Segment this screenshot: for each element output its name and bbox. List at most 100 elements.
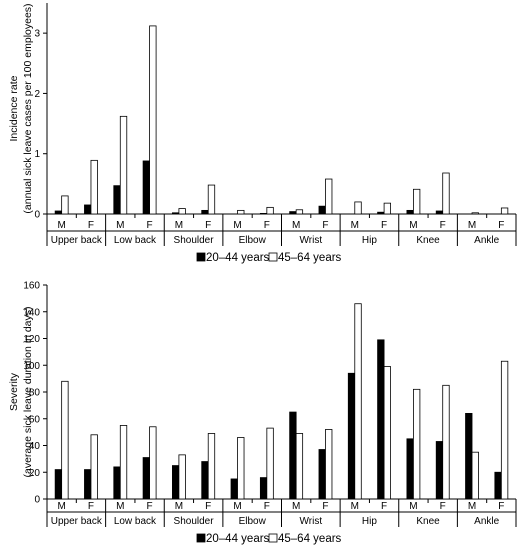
- x-sex-label: M: [409, 501, 417, 512]
- bar-age-45-64: [500, 207, 509, 215]
- bar-age-45-64: [354, 201, 362, 215]
- bar-age-20-44: [259, 212, 268, 215]
- y-tick-label: 0: [34, 210, 40, 221]
- bar-age-45-64: [325, 429, 333, 500]
- bar-age-20-44: [318, 449, 326, 500]
- y-tick-label: 80: [29, 388, 41, 399]
- chart-panel-2: [43, 284, 517, 543]
- x-group-label: Wrist: [300, 516, 323, 527]
- x-group-label: Knee: [416, 235, 440, 246]
- bar-age-20-44: [172, 212, 180, 215]
- bar-age-20-44: [54, 469, 63, 500]
- bar-age-45-64: [295, 433, 304, 500]
- x-group-label: Low back: [114, 235, 157, 246]
- x-sex-label: F: [88, 220, 94, 231]
- x-sex-label: F: [498, 501, 504, 512]
- x-sex-label: F: [205, 501, 211, 512]
- chart-panel-1: [43, 3, 517, 262]
- y-tick-label: 60: [29, 414, 41, 425]
- x-sex-label: M: [292, 501, 300, 512]
- bar-age-45-64: [471, 451, 479, 500]
- bar-age-20-44: [377, 339, 385, 500]
- bar-age-45-64: [266, 206, 274, 215]
- y-tick-label: 120: [23, 334, 40, 345]
- bar-age-20-44: [318, 205, 326, 215]
- bar-age-45-64: [90, 434, 98, 500]
- bar-age-45-64: [442, 384, 450, 500]
- x-group-label: Shoulder: [174, 516, 215, 527]
- bar-age-45-64: [90, 159, 98, 215]
- x-sex-label: F: [205, 220, 211, 231]
- bar-age-45-64: [354, 303, 362, 500]
- x-group-label: Hip: [362, 235, 377, 246]
- x-sex-label: M: [57, 220, 65, 231]
- bar-age-45-64: [325, 178, 333, 215]
- bar-age-20-44: [435, 441, 444, 500]
- bar-age-20-44: [201, 209, 209, 215]
- bar-age-20-44: [142, 160, 150, 215]
- x-group-label: Elbow: [239, 516, 267, 527]
- y-tick-label: 0: [34, 495, 40, 506]
- x-sex-label: F: [88, 501, 94, 512]
- x-sex-label: F: [322, 220, 328, 231]
- bar-age-20-44: [435, 210, 444, 215]
- x-sex-label: F: [264, 501, 270, 512]
- x-sex-label: F: [498, 220, 504, 231]
- bar-age-45-64: [413, 388, 421, 500]
- x-group-label: Upper back: [51, 516, 103, 527]
- bar-age-45-64: [442, 172, 450, 215]
- bar-age-20-44: [230, 478, 238, 500]
- x-group-label: Ankle: [474, 516, 499, 527]
- x-sex-label: F: [381, 220, 387, 231]
- bar-age-20-44: [377, 211, 385, 215]
- x-sex-label: M: [233, 220, 241, 231]
- x-sex-label: M: [233, 501, 241, 512]
- y-tick-label: 20: [29, 468, 41, 479]
- x-sex-label: F: [322, 501, 328, 512]
- x-sex-label: M: [468, 501, 476, 512]
- legend-label: 45–64 years: [278, 252, 342, 264]
- legend-swatch: [268, 252, 278, 262]
- bar-age-20-44: [347, 372, 356, 500]
- bar-age-45-64: [178, 208, 186, 215]
- y-tick-label: 160: [23, 281, 40, 292]
- x-group-label: Shoulder: [174, 235, 215, 246]
- bar-age-45-64: [207, 184, 216, 215]
- x-group-label: Knee: [416, 516, 440, 527]
- legend-swatch: [196, 533, 206, 543]
- y-tick-label: 40: [29, 441, 41, 452]
- x-group-label: Ankle: [474, 235, 499, 246]
- bar-age-45-64: [207, 433, 216, 500]
- bar-age-20-44: [54, 210, 63, 215]
- y-tick-label: 100: [23, 361, 40, 372]
- x-sex-label: F: [381, 501, 387, 512]
- bar-age-20-44: [289, 211, 297, 215]
- x-sex-label: M: [409, 220, 417, 231]
- bar-age-20-44: [406, 438, 414, 500]
- x-group-label: Elbow: [239, 235, 267, 246]
- legend-label: 20–44 years: [206, 252, 270, 264]
- x-sex-label: F: [147, 220, 153, 231]
- bar-age-45-64: [178, 454, 186, 500]
- bar-age-45-64: [119, 425, 128, 500]
- x-sex-label: F: [264, 220, 270, 231]
- bar-age-45-64: [149, 426, 157, 500]
- x-sex-label: M: [292, 220, 300, 231]
- y-tick-label: 1: [34, 149, 40, 160]
- bar-age-45-64: [61, 380, 69, 500]
- x-sex-label: F: [147, 501, 153, 512]
- legend-swatch: [268, 533, 278, 543]
- bar-age-45-64: [500, 360, 509, 500]
- bar-age-20-44: [289, 411, 297, 500]
- x-sex-label: M: [116, 501, 124, 512]
- bar-age-45-64: [61, 195, 69, 215]
- y-axis-label: (annual sick leave cases per 100 employe…: [22, 3, 34, 213]
- legend-label: 45–64 years: [278, 533, 342, 545]
- bar-age-20-44: [201, 461, 209, 500]
- x-sex-label: M: [351, 220, 359, 231]
- bar-age-20-44: [406, 209, 414, 215]
- bar-age-45-64: [237, 437, 245, 500]
- x-sex-label: F: [440, 220, 446, 231]
- y-tick-label: 3: [34, 29, 40, 40]
